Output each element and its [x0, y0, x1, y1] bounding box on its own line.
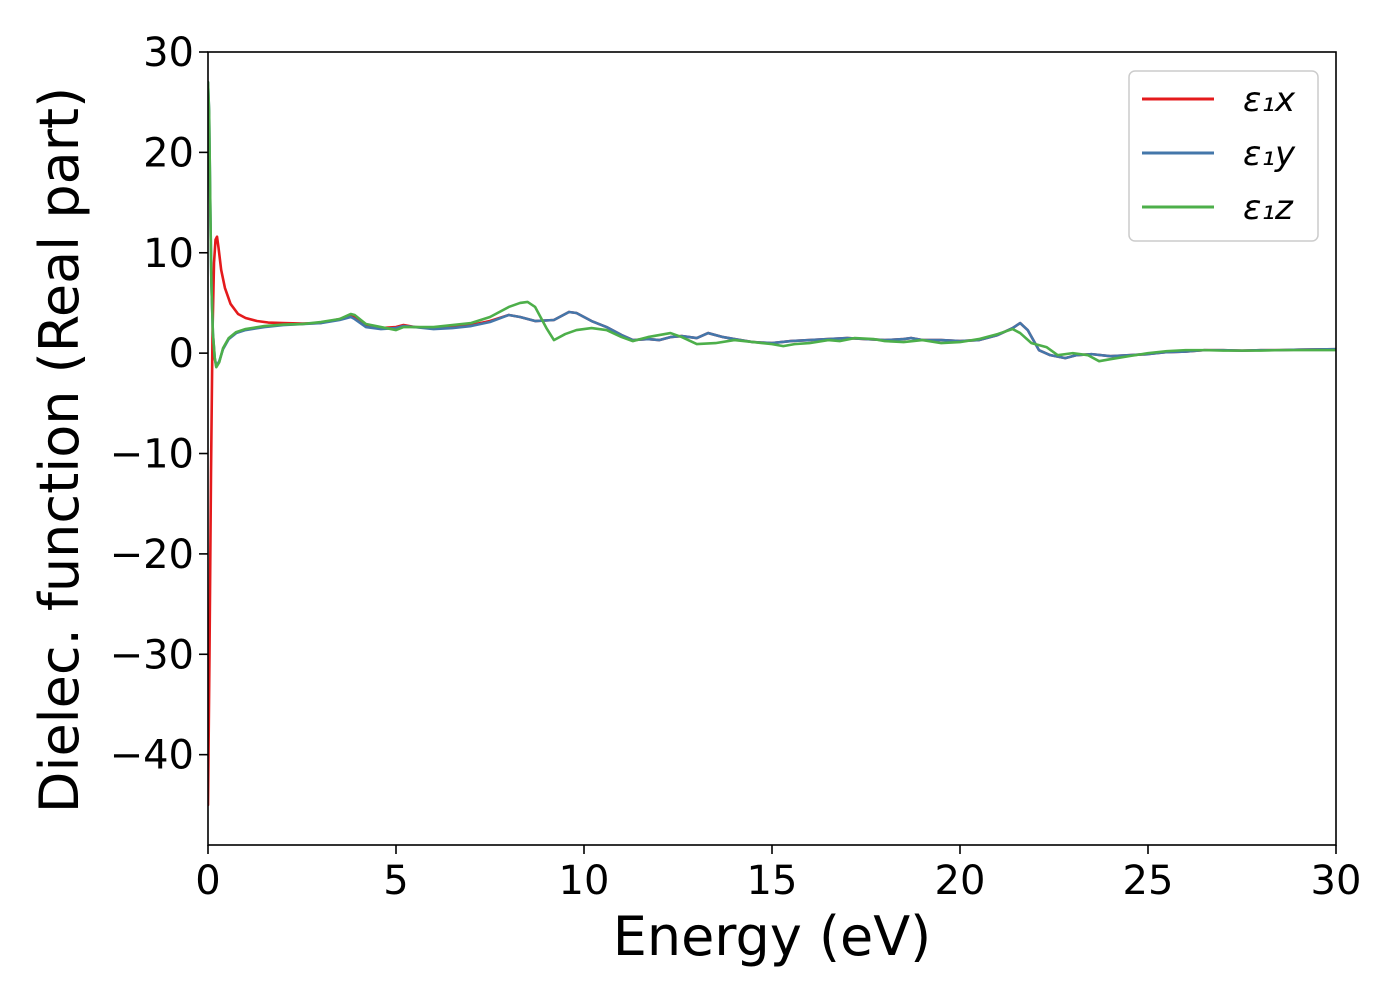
- x-tick-label: 20: [935, 858, 986, 904]
- x-tick-label: 15: [747, 858, 798, 904]
- y-tick-label: 20: [143, 130, 194, 176]
- x-tick-label: 30: [1311, 858, 1362, 904]
- y-tick-label: −30: [110, 632, 194, 678]
- series-layer: [208, 80, 1336, 807]
- series-line-e1z: [208, 80, 1336, 369]
- legend-label-z: ε₁z: [1243, 188, 1294, 228]
- y-tick-label: 0: [169, 331, 194, 377]
- y-tick-label: 30: [143, 30, 194, 76]
- legend: ε₁x ε₁y ε₁z: [1128, 70, 1319, 242]
- x-tick-label: 0: [195, 858, 220, 904]
- x-axis-label: Energy (eV): [613, 905, 932, 968]
- y-tick-label: −20: [110, 532, 194, 578]
- x-axis-ticks: 0 5 10 15 20 25 30: [195, 845, 1361, 904]
- legend-label-x: ε₁x: [1243, 80, 1296, 120]
- legend-box: [1128, 70, 1319, 242]
- x-tick-label: 25: [1123, 858, 1174, 904]
- y-axis-ticks: −40 −30 −20 −10 0 10 20 30: [110, 30, 208, 779]
- y-axis-label: Dielec. function (Real part): [28, 87, 91, 813]
- legend-label-y: ε₁y: [1243, 134, 1296, 174]
- y-tick-label: −10: [110, 432, 194, 478]
- y-tick-label: 10: [143, 231, 194, 277]
- x-tick-label: 10: [559, 858, 610, 904]
- y-tick-label: −40: [110, 733, 194, 779]
- x-tick-label: 5: [383, 858, 408, 904]
